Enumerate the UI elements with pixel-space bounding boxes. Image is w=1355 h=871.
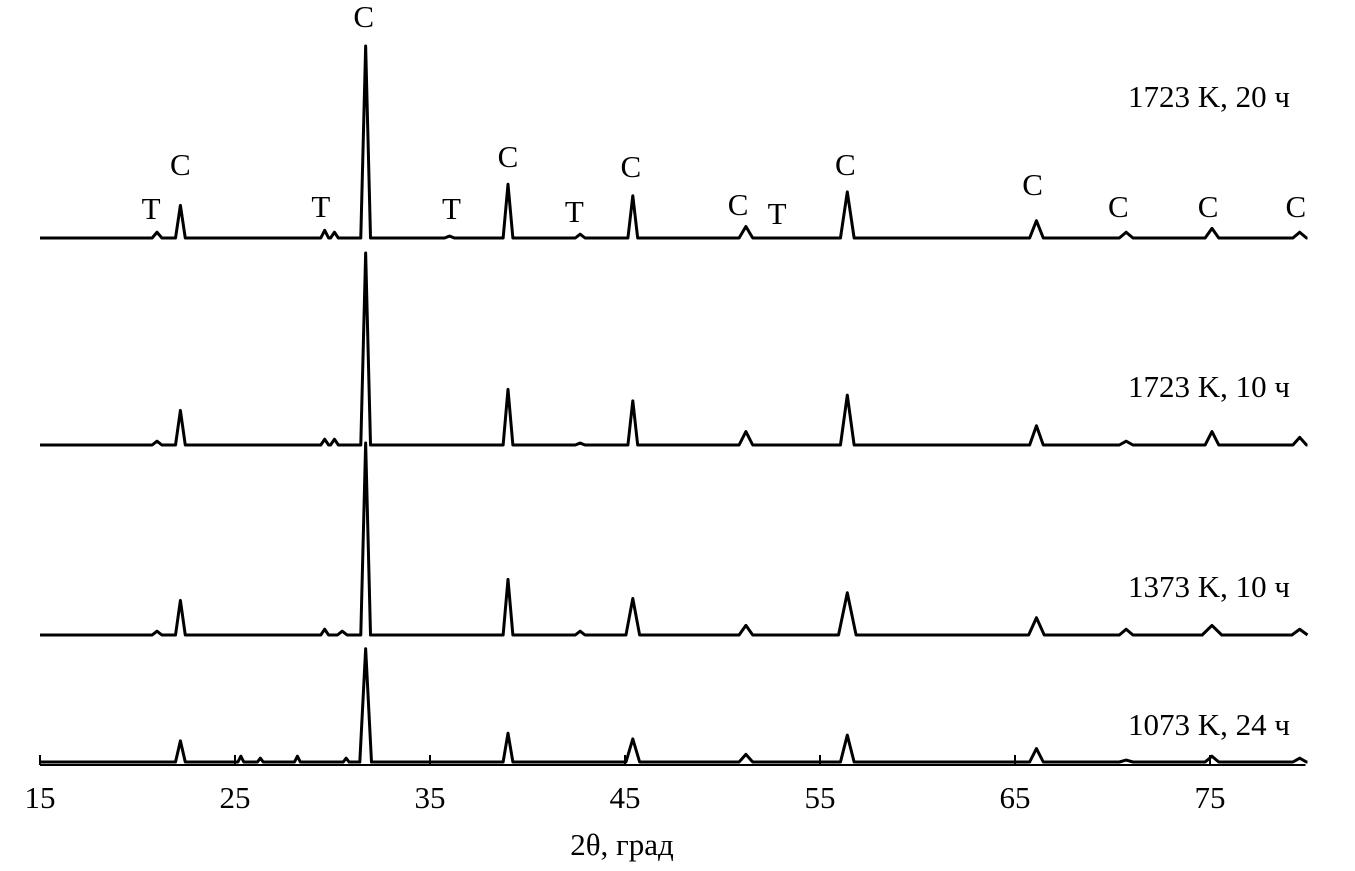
phase-annotation: C [835,147,856,182]
series-label: 1723 K, 20 ч [1128,79,1290,114]
phase-annotation: C [170,147,191,182]
phase-annotation: C [621,149,642,184]
phase-annotation: C [1022,167,1043,202]
xrd-pattern [40,441,1309,637]
phase-annotation: T [442,191,461,226]
x-tick-label: 55 [805,780,836,815]
phase-annotation: T [311,189,330,224]
x-axis-label: 2θ, град [570,827,674,862]
x-tick-label: 75 [1195,780,1226,815]
x-tick-label: 25 [220,780,251,815]
phase-annotation: T [142,191,161,226]
series-label: 1073 K, 24 ч [1128,707,1290,742]
series-label: 1373 K, 10 ч [1128,569,1290,604]
phase-annotation: C [1198,189,1219,224]
xrd-pattern [40,251,1309,447]
phase-annotation: C [353,0,374,34]
phase-annotation: T [768,196,787,231]
x-tick-label: 65 [1000,780,1031,815]
series-label: 1723 K, 10 ч [1128,369,1290,404]
phase-annotation: C [498,139,519,174]
phase-annotation: C [728,187,749,222]
x-tick-label: 35 [415,780,446,815]
xrd-pattern [40,44,1309,240]
xrd-pattern [40,647,1309,764]
phase-annotation: T [565,194,584,229]
x-tick-label: 45 [610,780,641,815]
phase-annotation: C [1108,189,1129,224]
x-tick-label: 15 [25,780,56,815]
phase-annotation: C [1285,189,1306,224]
